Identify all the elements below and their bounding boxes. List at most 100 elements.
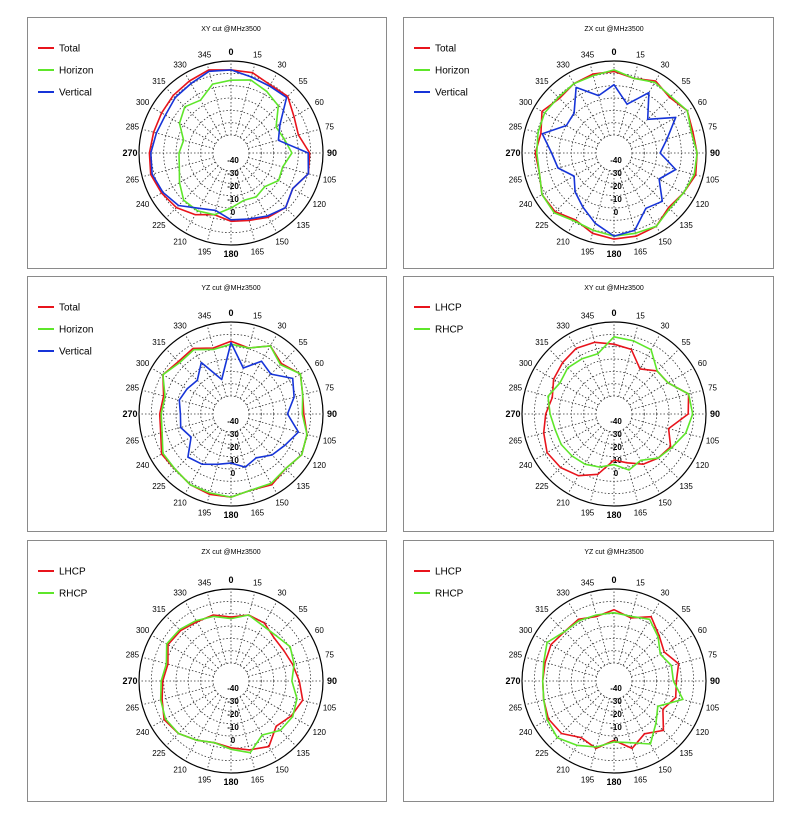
chart-panel-zx-linear: ZX cut @MHz3500 0 15 30 55 60 75 90 105 120 135 150… xyxy=(403,17,774,269)
polar-grid-ring xyxy=(175,358,287,470)
angle-tick-label: 180 xyxy=(223,249,238,259)
angle-tick-label: 285 xyxy=(509,384,523,393)
polar-grid-spoke xyxy=(589,698,610,770)
angle-tick-label: 90 xyxy=(327,409,337,419)
angle-tick-label: 225 xyxy=(535,221,549,230)
angle-tick-label: 300 xyxy=(136,98,150,107)
angle-tick-label: 315 xyxy=(152,605,166,614)
angle-tick-label: 90 xyxy=(710,148,720,158)
angle-tick-label: 285 xyxy=(126,384,140,393)
angle-tick-label: 75 xyxy=(708,384,717,393)
radial-tick-label: -10 xyxy=(610,723,622,732)
angle-tick-label: 135 xyxy=(679,749,693,758)
legend-label-total: Total xyxy=(435,44,456,55)
angle-tick-label: 330 xyxy=(173,322,187,331)
series-line-lhcp xyxy=(541,608,680,750)
radial-tick-label: -20 xyxy=(610,182,622,191)
angle-tick-label: 150 xyxy=(275,498,289,507)
angle-tick-label: 240 xyxy=(136,200,150,209)
series-line-vertical xyxy=(150,69,310,221)
angle-tick-label: 285 xyxy=(509,123,523,132)
legend-label-total: Total xyxy=(59,303,80,314)
angle-tick-label: 90 xyxy=(327,676,337,686)
angle-tick-label: 30 xyxy=(661,61,670,70)
radial-tick-label: -20 xyxy=(610,710,622,719)
radial-tick-label: 0 xyxy=(231,736,236,745)
angle-tick-label: 285 xyxy=(509,651,523,660)
angle-tick-label: 165 xyxy=(634,248,648,257)
angle-tick-label: 15 xyxy=(253,578,262,587)
polar-grid-spoke xyxy=(206,170,227,242)
angle-tick-label: 315 xyxy=(535,338,549,347)
angle-tick-label: 105 xyxy=(706,175,720,184)
polar-grid-spoke xyxy=(631,656,703,677)
angle-tick-label: 330 xyxy=(556,589,570,598)
angle-tick-label: 30 xyxy=(278,589,287,598)
polar-grid-ring xyxy=(200,122,262,184)
angle-tick-label: 225 xyxy=(152,221,166,230)
angle-tick-label: 135 xyxy=(679,221,693,230)
radial-tick-label: -30 xyxy=(227,697,239,706)
angle-tick-label: 30 xyxy=(661,589,670,598)
angle-tick-label: 55 xyxy=(299,338,308,347)
polar-grid-ring xyxy=(558,625,670,737)
radial-tick-label: -40 xyxy=(227,156,239,165)
angle-tick-label: 165 xyxy=(251,509,265,518)
legend-label-horizon: Horizon xyxy=(59,325,93,336)
legend-label-lhcp: LHCP xyxy=(435,303,462,314)
series-line-vertical xyxy=(541,83,677,237)
chart-panel-xy-circular: XY cut @MHz3500 0 15 30 55 60 75 90 105 120 135 150… xyxy=(403,276,774,532)
series-line-lhcp xyxy=(161,614,304,751)
polar-grid-spoke xyxy=(589,325,610,397)
polar-chart-zx-linear: ZX cut @MHz3500 0 15 30 55 60 75 90 105 120 135 150… xyxy=(414,26,720,259)
radial-tick-label: 0 xyxy=(231,208,236,217)
polar-grid-ring xyxy=(212,662,250,700)
polar-grid-spoke xyxy=(151,367,216,406)
angle-tick-label: 30 xyxy=(278,61,287,70)
angle-tick-label: 55 xyxy=(682,338,691,347)
angle-tick-label: 265 xyxy=(126,703,140,712)
angle-tick-label: 55 xyxy=(682,77,691,86)
angle-tick-label: 345 xyxy=(581,311,595,320)
polar-grid-spoke xyxy=(248,389,320,410)
angle-tick-label: 30 xyxy=(278,322,287,331)
polar-grid-ring xyxy=(533,333,695,495)
radial-tick-label: -30 xyxy=(227,169,239,178)
angle-tick-label: 15 xyxy=(636,578,645,587)
series-line-horizon xyxy=(178,79,293,216)
angle-tick-label: 300 xyxy=(136,359,150,368)
radial-tick-label: -10 xyxy=(227,456,239,465)
angle-tick-label: 240 xyxy=(519,461,533,470)
polar-grid-spoke xyxy=(631,389,703,410)
angle-tick-label: 315 xyxy=(152,77,166,86)
polar-grid-ring xyxy=(595,134,633,172)
radial-tick-label: 0 xyxy=(231,469,236,478)
angle-tick-label: 150 xyxy=(658,237,672,246)
angle-tick-label: 270 xyxy=(505,409,520,419)
angle-tick-label: 225 xyxy=(152,482,166,491)
radial-tick-label: -20 xyxy=(227,182,239,191)
angle-tick-label: 135 xyxy=(296,749,310,758)
angle-tick-label: 120 xyxy=(696,728,710,737)
angle-tick-label: 315 xyxy=(535,77,549,86)
angle-tick-label: 210 xyxy=(556,498,570,507)
angle-tick-label: 210 xyxy=(173,498,187,507)
angle-tick-label: 195 xyxy=(581,776,595,785)
angle-tick-label: 240 xyxy=(136,461,150,470)
angle-tick-label: 150 xyxy=(275,237,289,246)
polar-grid-spoke xyxy=(184,601,223,666)
radial-tick-label: -20 xyxy=(227,443,239,452)
angle-tick-label: 15 xyxy=(253,311,262,320)
angle-tick-label: 135 xyxy=(296,221,310,230)
polar-grid-spoke xyxy=(567,601,606,666)
angle-tick-label: 60 xyxy=(698,359,707,368)
polar-grid-spoke xyxy=(184,168,223,233)
polar-grid-spoke xyxy=(567,696,606,761)
radial-tick-label: -20 xyxy=(610,443,622,452)
polar-grid-ring xyxy=(558,97,670,209)
radial-tick-label: -10 xyxy=(227,195,239,204)
angle-tick-label: 225 xyxy=(535,482,549,491)
polar-chart-zx-circular: ZX cut @MHz3500 0 15 30 55 60 75 90 105 120 135 150… xyxy=(38,549,337,787)
angle-tick-label: 15 xyxy=(253,50,262,59)
angle-tick-label: 105 xyxy=(706,436,720,445)
